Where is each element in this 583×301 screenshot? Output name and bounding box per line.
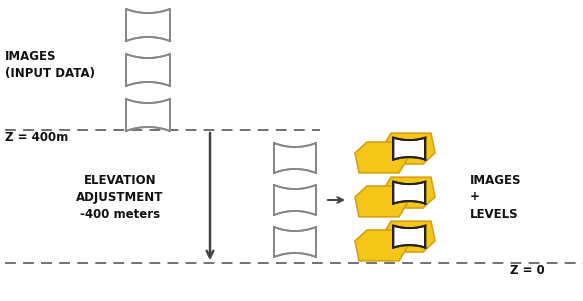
Polygon shape xyxy=(274,227,316,257)
Polygon shape xyxy=(355,142,411,173)
Polygon shape xyxy=(355,230,411,261)
Polygon shape xyxy=(274,185,316,215)
Polygon shape xyxy=(126,9,170,41)
Polygon shape xyxy=(355,186,411,217)
Polygon shape xyxy=(126,54,170,86)
Polygon shape xyxy=(379,177,435,208)
Text: IMAGES
+
LEVELS: IMAGES + LEVELS xyxy=(470,173,522,221)
Polygon shape xyxy=(379,221,435,252)
Polygon shape xyxy=(394,182,426,203)
Polygon shape xyxy=(379,133,435,164)
Text: Z = 400m: Z = 400m xyxy=(5,131,68,144)
Polygon shape xyxy=(394,226,426,248)
Text: IMAGES
(INPUT DATA): IMAGES (INPUT DATA) xyxy=(5,50,95,80)
Polygon shape xyxy=(394,138,426,160)
Polygon shape xyxy=(126,99,170,131)
Text: Z = 0: Z = 0 xyxy=(510,264,545,277)
Polygon shape xyxy=(274,143,316,173)
Text: ELEVATION
ADJUSTMENT
-400 meters: ELEVATION ADJUSTMENT -400 meters xyxy=(76,175,164,222)
